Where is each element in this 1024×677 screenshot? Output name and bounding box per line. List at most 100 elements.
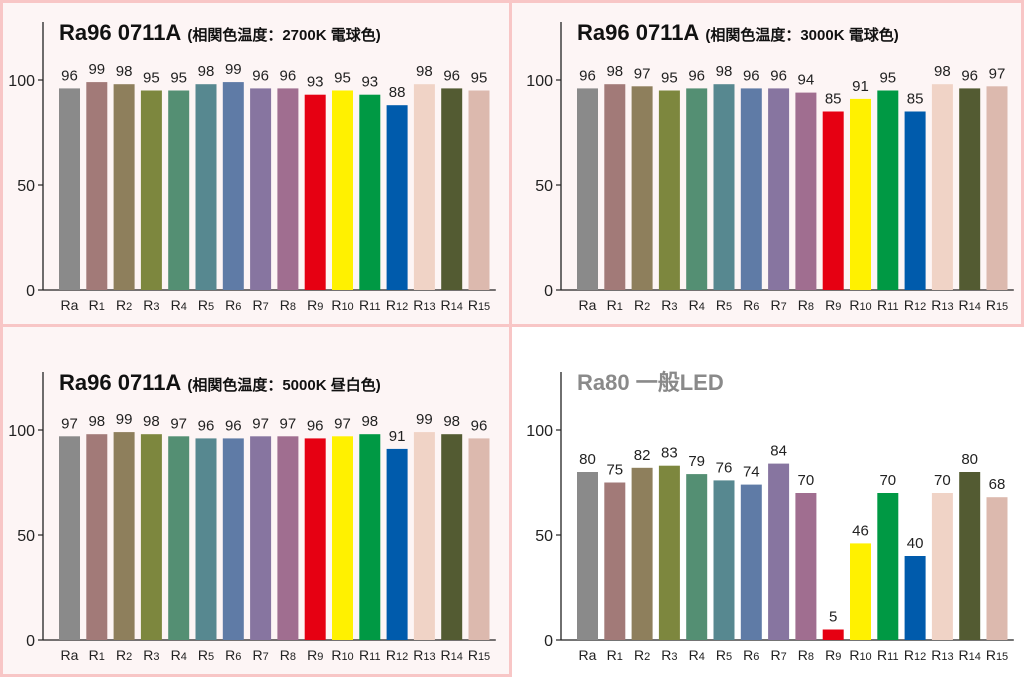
data-label: 96	[961, 67, 978, 84]
chart-title: Ra80 一般LED	[577, 370, 724, 395]
bar-R8	[795, 92, 817, 290]
bar-R4	[686, 88, 708, 291]
data-label: 96	[61, 67, 78, 84]
y-tick-label: 100	[8, 423, 35, 440]
bar-R10	[332, 90, 353, 290]
data-label: 95	[879, 70, 896, 87]
bar-R5	[713, 84, 735, 290]
bar-R4	[168, 90, 190, 290]
bar-R3	[658, 90, 680, 290]
bar-R1	[604, 482, 626, 640]
data-label: 95	[661, 70, 678, 87]
x-tick-label: R1	[607, 297, 623, 313]
x-tick-label: R4	[171, 647, 187, 663]
data-label: 97	[989, 65, 1006, 82]
data-label: 96	[743, 67, 760, 84]
bar-R12	[904, 111, 926, 290]
data-label: 98	[716, 63, 733, 80]
x-tick-label: R14	[959, 647, 981, 663]
chart-title: Ra96 0711A (相関色温度：2700K 電球色)	[59, 20, 381, 45]
x-tick-label: R6	[225, 647, 241, 663]
bar-R3	[140, 434, 162, 640]
data-label: 99	[416, 411, 433, 428]
bar-R4	[686, 474, 708, 640]
data-label: 98	[416, 63, 433, 80]
bar-R1	[86, 434, 108, 640]
x-tick-label: R3	[661, 297, 677, 313]
data-label: 98	[116, 63, 133, 80]
data-label: 96	[471, 417, 488, 434]
data-label: 98	[361, 413, 378, 430]
data-label: 85	[825, 91, 842, 108]
chart-1: 0 50 100 Ra96 0711A (相関色温度：3000K 電球色) 96 Ra 98 R…	[526, 20, 1014, 313]
x-tick-label: R9	[825, 647, 841, 663]
x-tick-label: R12	[904, 297, 926, 313]
data-label: 80	[579, 451, 596, 468]
data-label: 82	[634, 447, 651, 464]
x-tick-label: R4	[689, 647, 705, 663]
x-tick-label: R1	[89, 297, 105, 313]
y-tick-label: 0	[544, 283, 553, 300]
data-label: 97	[170, 415, 187, 432]
bar-R2	[631, 467, 653, 640]
data-label: 93	[361, 74, 378, 91]
x-tick-label: R15	[986, 647, 1008, 663]
y-tick-label: 100	[526, 73, 553, 90]
chart-title-main: Ra96 0711A	[59, 370, 181, 395]
x-tick-label: R14	[441, 297, 463, 313]
bar-R8	[277, 88, 299, 291]
x-tick-label: R12	[904, 647, 926, 663]
data-label: 96	[770, 67, 787, 84]
bar-R14	[441, 434, 463, 640]
data-label: 96	[307, 417, 324, 434]
bar-R2	[631, 86, 653, 290]
data-label: 96	[443, 67, 460, 84]
bar-R14	[441, 88, 463, 291]
data-label: 95	[334, 70, 351, 87]
y-tick-label: 50	[17, 528, 35, 545]
x-tick-label: R15	[468, 297, 490, 313]
x-tick-label: R15	[468, 647, 490, 663]
data-label: 98	[143, 413, 160, 430]
bar-R12	[904, 556, 926, 640]
y-tick-label: 0	[544, 633, 553, 650]
x-tick-label: R11	[359, 297, 381, 313]
x-tick-label: R7	[252, 647, 268, 663]
bar-R7	[250, 88, 272, 291]
data-label: 97	[334, 415, 351, 432]
chart-title-main: Ra80 一般LED	[577, 370, 724, 395]
bar-R1	[604, 84, 626, 290]
data-label: 99	[225, 61, 242, 78]
data-label: 96	[579, 67, 596, 84]
data-label: 91	[389, 428, 406, 445]
x-tick-label: R8	[280, 297, 296, 313]
bar-R11	[359, 434, 381, 640]
x-tick-label: R13	[413, 647, 435, 663]
x-tick-label: R12	[386, 647, 408, 663]
bar-R8	[795, 493, 817, 640]
bar-R5	[195, 438, 217, 640]
bar-R7	[250, 436, 272, 640]
x-tick-label: R8	[798, 297, 814, 313]
bar-Ra	[59, 88, 80, 291]
data-label: 75	[606, 462, 623, 479]
x-tick-label: R1	[89, 647, 105, 663]
data-label: 85	[907, 91, 924, 108]
x-tick-label: R14	[959, 297, 981, 313]
x-tick-label: R9	[307, 647, 323, 663]
chart-2: 0 50 100 Ra96 0711A (相関色温度：5000K 昼白色) 97 Ra 98 R…	[8, 370, 496, 663]
bar-R6	[222, 438, 244, 640]
bar-R14	[959, 88, 981, 291]
data-label: 74	[743, 464, 760, 481]
data-label: 46	[852, 522, 869, 539]
bar-R5	[195, 84, 217, 290]
bar-R1	[86, 82, 108, 290]
x-tick-label: R8	[798, 647, 814, 663]
x-tick-label: R7	[770, 297, 786, 313]
x-tick-label: R5	[716, 297, 732, 313]
bar-R9	[822, 629, 844, 640]
chart-0: 0 50 100 Ra96 0711A (相関色温度：2700K 電球色) 96 Ra 99 R…	[8, 20, 496, 313]
y-tick-label: 50	[535, 178, 553, 195]
bar-R13	[931, 84, 953, 290]
data-label: 97	[61, 415, 78, 432]
